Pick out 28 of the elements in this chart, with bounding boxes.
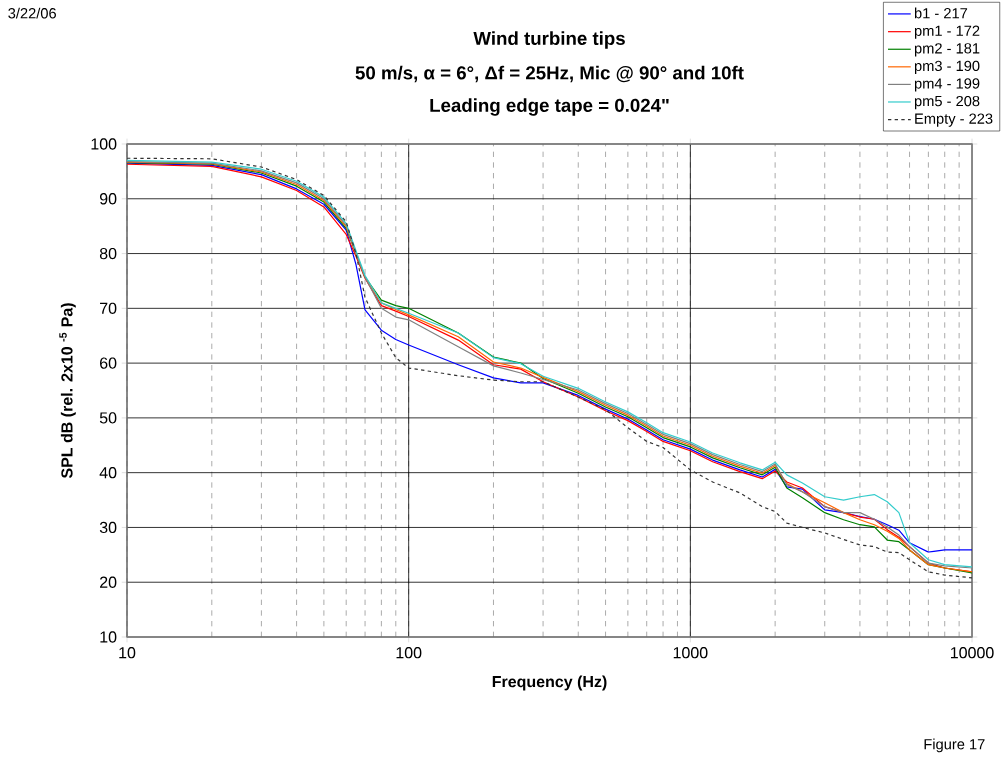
y-tick-label: 70 xyxy=(100,302,117,314)
y-tick-label: 30 xyxy=(99,521,117,534)
legend-label: b1 - 217 xyxy=(914,7,968,19)
legend-label: pm4 - 199 xyxy=(914,78,980,92)
legend-label: pm2 - 181 xyxy=(914,43,980,57)
caption: Figure 17 xyxy=(924,738,985,753)
y-tick-label: 20 xyxy=(100,576,117,588)
y-tick-label: 60 xyxy=(100,357,117,369)
legend-label: pm5 - 208 xyxy=(914,95,980,110)
y-tick-label: 40 xyxy=(99,467,117,479)
x-tick-label: 10 xyxy=(119,647,136,659)
y-tick-label: 80 xyxy=(99,247,117,260)
chart-subtitle: 50 m/s, α = 6°, Δf = 25Hz, Mic @ 90° and 10ft xyxy=(355,65,744,83)
x-tick-label: 10000 xyxy=(950,647,994,659)
legend-label: pm3 - 190 xyxy=(914,60,980,74)
x-tick-label: 1000 xyxy=(673,647,708,659)
legend-label: Empty - 223 xyxy=(915,113,993,127)
legend-label: pm1 - 172 xyxy=(914,25,980,39)
text: 3/22/06 xyxy=(8,7,56,19)
chart-title: Wind turbine tips xyxy=(473,31,625,49)
y-tick-label: 90 xyxy=(99,193,117,205)
y-axis-title: SPL dB (rel. 2x10 $^{-5}$ Pa) xyxy=(59,303,76,479)
x-axis-title: Frequency (Hz) xyxy=(492,675,607,691)
y-tick-label: 50 xyxy=(99,412,117,424)
y-tick-label: 10 xyxy=(100,631,117,643)
text: Leading edge tape = 0.024" xyxy=(430,98,669,116)
y-tick-label: 100 xyxy=(91,138,117,150)
x-tick-label: 100 xyxy=(396,647,422,659)
